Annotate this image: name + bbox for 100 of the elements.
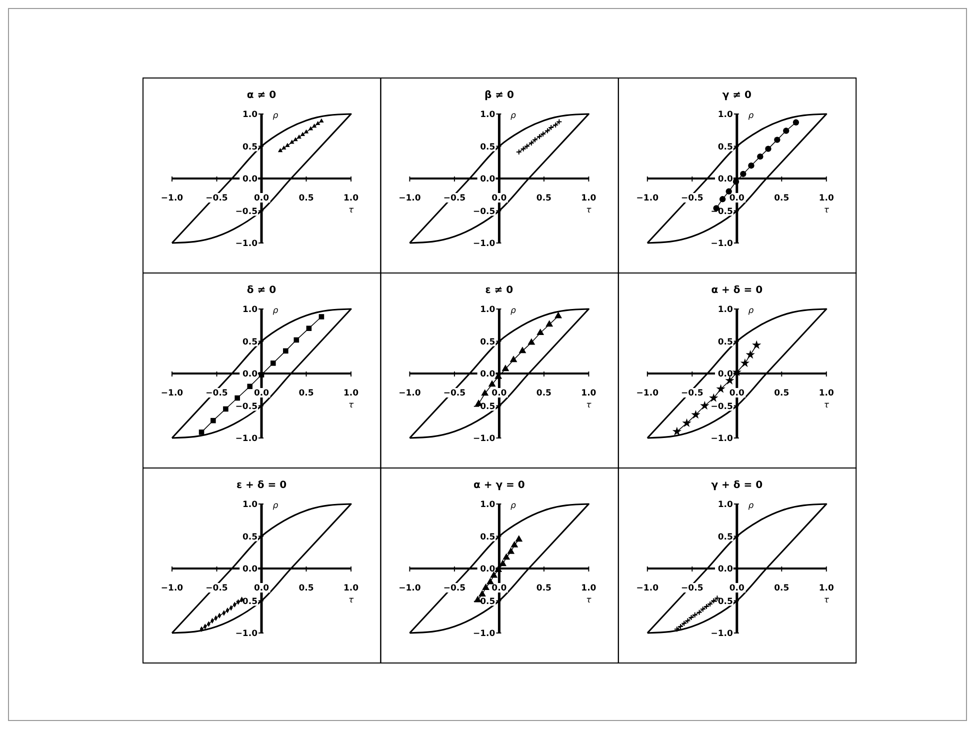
x-tick-label: 0.0: [254, 194, 270, 204]
point: [502, 364, 510, 372]
x-tick-label: −1.0: [160, 388, 184, 398]
point: [681, 620, 688, 626]
y-tick-label: 1.0: [480, 500, 496, 510]
x-tick-label: −0.5: [443, 194, 466, 204]
chart-title: α + γ = 0: [474, 480, 525, 491]
y-tick-label: −0.5: [710, 402, 733, 412]
point: [223, 406, 228, 412]
chart-title: ε ≠ 0: [485, 285, 514, 296]
x-tick-label: −0.5: [206, 584, 228, 594]
x-tick-label: −0.5: [206, 194, 228, 204]
point: [319, 118, 324, 122]
point: [740, 358, 750, 368]
x-tick-label: 0.5: [298, 194, 314, 204]
point: [210, 418, 216, 424]
point: [510, 356, 518, 362]
point: [510, 540, 518, 548]
x-axis-title: τ: [824, 400, 830, 410]
x-tick-label: 0.0: [729, 584, 745, 594]
point: [740, 170, 746, 178]
y-tick-label: 0.5: [242, 142, 258, 152]
y-tick-label: −1.0: [710, 629, 733, 639]
point: [709, 393, 718, 402]
point: [312, 124, 317, 128]
x-tick-label: 1.0: [343, 194, 359, 204]
x-tick-label: 0.0: [729, 388, 745, 398]
y-axis-title: ρ: [272, 306, 279, 316]
y-tick-label: 0.0: [480, 370, 496, 380]
x-tick-label: −1.0: [160, 194, 184, 204]
point: [258, 372, 264, 378]
point: [700, 606, 706, 612]
x-tick-label: 0.5: [536, 194, 552, 204]
x-tick-label: −0.5: [443, 388, 466, 398]
point: [528, 338, 536, 345]
point: [488, 380, 496, 387]
y-tick-label: 1.0: [718, 305, 733, 315]
chart-title: ε + δ = 0: [236, 480, 287, 491]
x-tick-label: 0.0: [729, 194, 745, 204]
y-tick-label: −1.0: [710, 239, 733, 249]
y-tick-label: 0.5: [718, 337, 733, 348]
chart-title: δ ≠ 0: [246, 285, 276, 296]
x-tick-label: −1.0: [160, 584, 184, 594]
point: [682, 418, 692, 428]
y-axis-title: ρ: [510, 306, 516, 316]
y-axis-title: ρ: [748, 501, 754, 511]
point: [300, 132, 306, 136]
y-tick-label: −0.5: [473, 206, 496, 217]
y-tick-label: 0.0: [718, 370, 733, 380]
point: [684, 618, 691, 624]
x-tick-label: −1.0: [398, 194, 421, 204]
x-tick-label: 0.5: [774, 388, 790, 398]
x-axis-title: τ: [586, 596, 592, 606]
point: [765, 146, 772, 152]
y-tick-label: 0.0: [242, 564, 258, 574]
y-tick-label: −0.5: [235, 206, 258, 217]
x-tick-label: 1.0: [818, 584, 834, 594]
point: [270, 360, 276, 366]
x-tick-label: −0.5: [206, 388, 228, 398]
point: [482, 584, 490, 590]
y-tick-label: 1.0: [718, 500, 733, 510]
point: [278, 148, 283, 152]
point: [499, 560, 506, 566]
point: [783, 128, 790, 134]
point: [792, 119, 800, 126]
x-axis-title: τ: [824, 206, 830, 216]
point: [554, 312, 562, 318]
y-tick-label: −1.0: [235, 239, 258, 249]
y-tick-label: −0.5: [235, 402, 258, 412]
y-axis-title: ρ: [510, 111, 516, 121]
x-tick-label: 0.5: [298, 388, 314, 398]
point: [672, 426, 682, 436]
point: [536, 134, 542, 140]
x-tick-label: −0.5: [681, 194, 704, 204]
point: [490, 571, 498, 578]
y-tick-label: 0.5: [480, 337, 496, 348]
x-tick-label: 0.0: [254, 584, 270, 594]
y-tick-label: 0.5: [242, 532, 258, 542]
y-tick-label: 0.5: [718, 142, 733, 152]
point: [748, 162, 754, 169]
point: [494, 565, 502, 572]
point: [691, 410, 700, 419]
y-tick-label: −0.5: [710, 206, 733, 217]
x-tick-label: 0.5: [536, 388, 552, 398]
x-tick-label: −0.5: [443, 584, 466, 594]
point: [478, 590, 486, 596]
point: [308, 126, 314, 130]
x-tick-label: 0.5: [298, 584, 314, 594]
x-tick-label: −0.5: [681, 388, 704, 398]
y-tick-label: 1.0: [480, 305, 496, 315]
y-axis-title: ρ: [272, 111, 279, 121]
y-tick-label: 0.0: [242, 174, 258, 184]
y-tick-label: −1.0: [473, 239, 496, 249]
point: [247, 384, 253, 390]
point: [726, 188, 732, 194]
point: [306, 326, 312, 331]
point: [774, 136, 780, 143]
point: [546, 320, 554, 327]
chart-title: γ ≠ 0: [722, 90, 752, 101]
y-tick-label: −1.0: [235, 629, 258, 639]
